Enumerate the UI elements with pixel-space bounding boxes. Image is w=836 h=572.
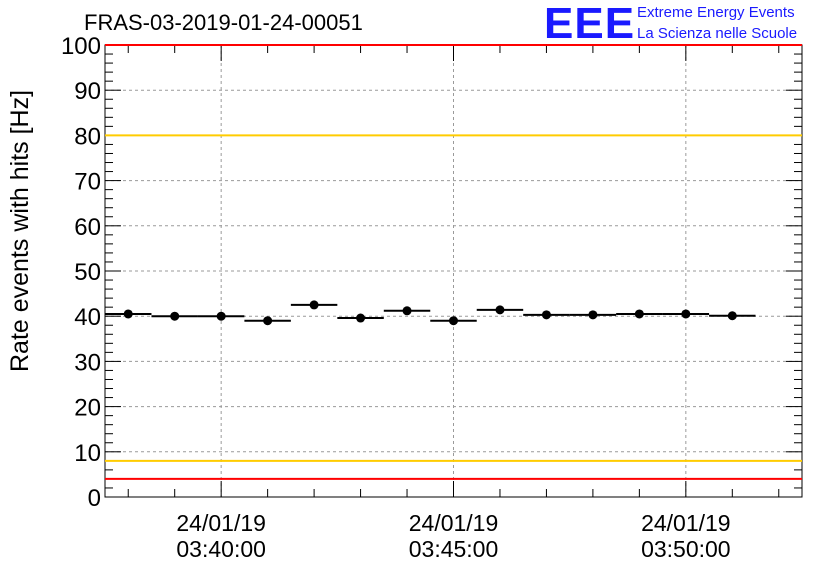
data-point: [588, 310, 598, 320]
x-tick-label-date: 24/01/19: [409, 510, 499, 536]
y-tick-label: 70: [74, 169, 101, 196]
data-point: [216, 311, 226, 321]
x-tick-label-time: 03:40:00: [176, 536, 266, 562]
y-tick-label: 90: [74, 78, 101, 105]
y-tick-label: 0: [88, 485, 101, 512]
y-tick-label: 40: [74, 304, 101, 331]
data-point: [170, 311, 180, 321]
x-tick-label-date: 24/01/19: [176, 510, 266, 536]
data-point: [402, 306, 412, 316]
data-point: [123, 309, 133, 319]
y-tick-label: 50: [74, 259, 101, 286]
y-tick-label: 60: [74, 214, 101, 241]
chart-title: FRAS-03-2019-01-24-00051: [84, 10, 363, 35]
data-point: [309, 300, 319, 310]
x-tick-label-time: 03:50:00: [641, 536, 731, 562]
y-tick-label: 100: [61, 33, 101, 60]
data-point: [495, 305, 505, 315]
y-tick-label: 80: [74, 123, 101, 150]
data-point: [727, 311, 737, 321]
y-tick-label: 10: [74, 440, 101, 467]
eee-logo-mark: EEE: [544, 0, 636, 48]
data-point: [263, 316, 273, 326]
x-tick-label-date: 24/01/19: [641, 510, 731, 536]
logo-line-1: Extreme Energy Events: [637, 4, 795, 21]
logo-line-2: La Scienza nelle Scuole: [637, 25, 798, 42]
eee-logo: EEE Extreme Energy Events La Scienza nel…: [544, 2, 834, 46]
data-point: [681, 309, 691, 319]
y-tick-label: 30: [74, 349, 101, 376]
data-point: [449, 316, 458, 326]
data-point: [634, 309, 644, 319]
data-point: [356, 313, 366, 323]
data-point: [541, 310, 551, 320]
x-tick-label-time: 03:45:00: [409, 536, 499, 562]
y-tick-label: 20: [74, 395, 101, 422]
